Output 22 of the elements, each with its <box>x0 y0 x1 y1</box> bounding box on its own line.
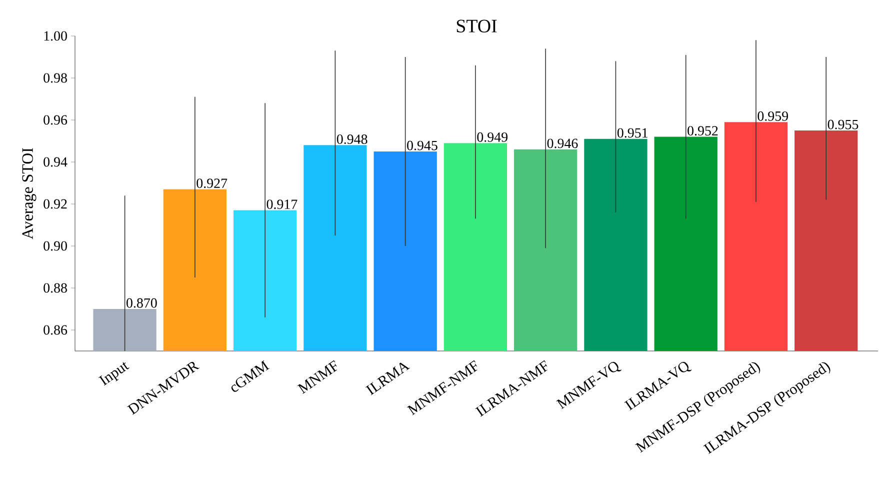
y-tick-label: 0.90 <box>44 241 67 251</box>
data-label: 0.959 <box>758 111 788 121</box>
data-label: 0.870 <box>126 298 157 308</box>
data-label: 0.948 <box>336 134 368 144</box>
data-label: 0.952 <box>688 126 718 136</box>
y-axis-title: Average STOI <box>22 148 36 240</box>
data-label: 0.927 <box>196 178 228 188</box>
data-label: 0.945 <box>407 140 438 150</box>
y-tick-label: 0.94 <box>44 157 68 167</box>
data-label: 0.949 <box>477 132 508 142</box>
data-label: 0.917 <box>266 200 298 210</box>
y-tick-label: 0.96 <box>44 115 68 125</box>
y-tick-label: 0.98 <box>44 73 67 83</box>
y-tick-label: 0.88 <box>44 283 67 293</box>
data-label: 0.946 <box>547 138 578 148</box>
y-tick-label: 1.00 <box>44 31 67 41</box>
data-label: 0.951 <box>617 128 648 138</box>
data-label: 0.955 <box>828 120 858 130</box>
y-tick-label: 0.86 <box>44 325 68 335</box>
x-tick-label: Input <box>98 362 130 386</box>
chart-title: STOI <box>456 20 497 32</box>
y-tick-label: 0.92 <box>44 199 67 209</box>
